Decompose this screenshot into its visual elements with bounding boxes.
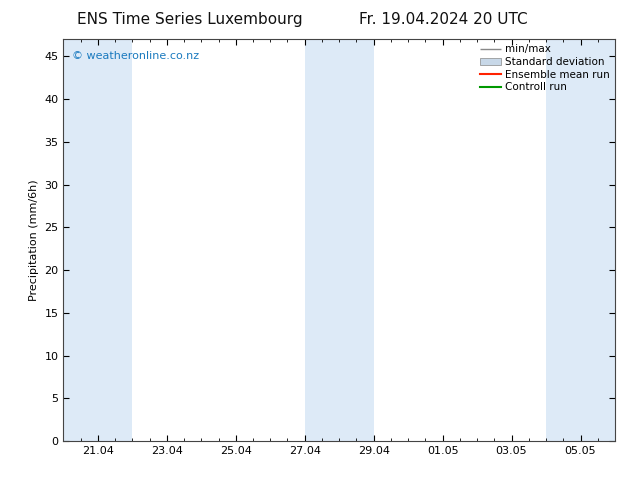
Text: ENS Time Series Luxembourg: ENS Time Series Luxembourg xyxy=(77,12,303,27)
Text: Fr. 19.04.2024 20 UTC: Fr. 19.04.2024 20 UTC xyxy=(359,12,528,27)
Bar xyxy=(546,39,615,441)
Text: © weatheronline.co.nz: © weatheronline.co.nz xyxy=(72,51,199,61)
Bar xyxy=(63,39,133,441)
Y-axis label: Precipitation (mm/6h): Precipitation (mm/6h) xyxy=(29,179,39,301)
Bar xyxy=(305,39,373,441)
Legend: min/max, Standard deviation, Ensemble mean run, Controll run: min/max, Standard deviation, Ensemble me… xyxy=(478,42,612,94)
